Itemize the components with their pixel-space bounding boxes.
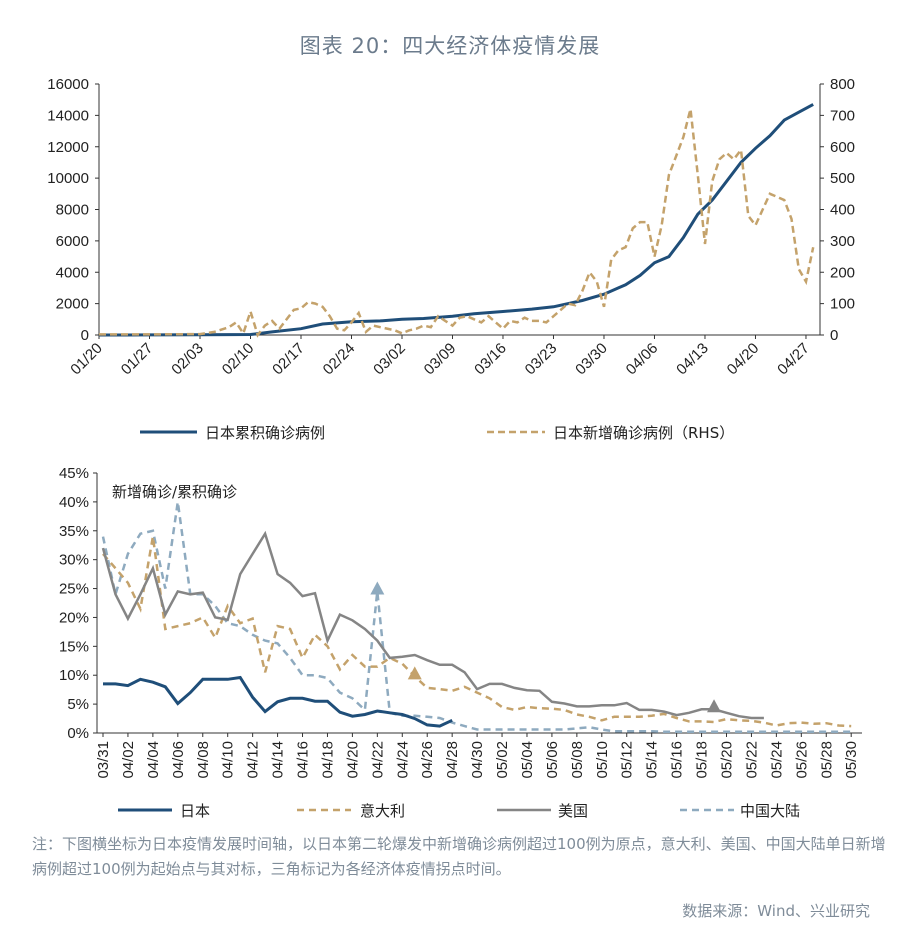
x-tick-label: 04/02 [120, 741, 137, 779]
legend-label-china: 中国大陆 [740, 802, 800, 820]
left-y-tick-label: 14000 [47, 107, 89, 124]
x-tick-label: 05/30 [843, 741, 860, 779]
x-tick-label: 04/06 [623, 340, 662, 379]
turning-point-marker-china [370, 581, 385, 595]
x-tick-label: 05/24 [768, 741, 785, 779]
turning-point-marker-italy [407, 666, 422, 680]
y-tick-label: 45% [59, 465, 89, 482]
y-tick-label: 10% [59, 667, 89, 684]
x-tick-label: 05/06 [544, 741, 561, 779]
chart-annotation: 新增确诊/累积确诊 [112, 483, 237, 501]
x-tick-label: 01/20 [67, 340, 106, 379]
left-y-tick-label: 2000 [56, 296, 89, 313]
left-y-tick-label: 6000 [56, 233, 89, 250]
x-tick-label: 04/18 [319, 741, 336, 779]
legend-label-italy: 意大利 [360, 802, 405, 820]
right-y-tick-label: 0 [830, 327, 838, 344]
x-tick-label: 05/12 [619, 741, 636, 779]
x-tick-label: 04/14 [270, 741, 287, 779]
left-y-tick-label: 0 [81, 327, 89, 344]
x-tick-label: 05/10 [594, 741, 611, 779]
right-y-tick-label: 700 [830, 107, 855, 124]
x-tick-label: 04/13 [673, 340, 712, 379]
series-line-usa [101, 530, 764, 720]
x-tick-label: 04/30 [469, 741, 486, 779]
x-tick-label: 05/26 [793, 741, 810, 779]
legend-label: 日本新增确诊病例（RHS） [553, 424, 734, 442]
y-tick-label: 15% [59, 638, 89, 655]
series-line-china [101, 501, 852, 734]
right-y-tick-label: 500 [830, 170, 855, 187]
x-tick-label: 03/23 [522, 340, 561, 379]
x-tick-label: 04/24 [394, 741, 411, 779]
legend-label-japan: 日本 [180, 802, 210, 820]
x-tick-label: 05/14 [644, 741, 661, 779]
x-tick-label: 03/09 [421, 340, 460, 379]
y-tick-label: 5% [67, 696, 89, 713]
left-y-tick-label: 8000 [56, 202, 89, 219]
x-tick-label: 04/20 [724, 340, 763, 379]
y-tick-label: 25% [59, 581, 89, 598]
y-tick-label: 40% [59, 494, 89, 511]
series-line-japan-cumulative [98, 103, 814, 337]
right-y-tick-label: 300 [830, 233, 855, 250]
x-tick-label: 04/04 [145, 741, 162, 779]
right-y-tick-label: 100 [830, 296, 855, 313]
x-tick-label: 05/08 [569, 741, 586, 779]
x-tick-label: 03/02 [370, 340, 409, 379]
x-tick-label: 03/31 [95, 741, 112, 779]
x-tick-label: 05/18 [694, 741, 711, 779]
x-tick-label: 04/16 [295, 741, 312, 779]
y-tick-label: 0% [67, 725, 89, 742]
x-tick-label: 04/26 [419, 741, 436, 779]
x-tick-label: 02/03 [168, 340, 207, 379]
x-tick-label: 04/12 [245, 741, 262, 779]
legend-label-usa: 美国 [558, 802, 588, 820]
left-y-tick-label: 10000 [47, 170, 89, 187]
legend-label: 日本累积确诊病例 [205, 424, 325, 442]
x-tick-label: 02/17 [269, 340, 308, 379]
right-y-tick-label: 200 [830, 264, 855, 281]
x-tick-label: 04/28 [444, 741, 461, 779]
right-y-tick-label: 600 [830, 139, 855, 156]
x-tick-label: 05/22 [743, 741, 760, 779]
x-tick-label: 05/16 [669, 741, 686, 779]
data-source: 数据来源：Wind、兴业研究 [682, 902, 870, 920]
x-tick-label: 04/08 [195, 741, 212, 779]
chart-title: 图表 20：四大经济体疫情发展 [299, 34, 601, 58]
y-tick-label: 30% [59, 552, 89, 569]
x-tick-label: 04/06 [170, 741, 187, 779]
x-tick-label: 04/10 [220, 741, 237, 779]
x-tick-label: 05/28 [818, 741, 835, 779]
x-tick-label: 03/30 [572, 340, 611, 379]
x-tick-label: 05/20 [719, 741, 736, 779]
chart-note: 注：下图横坐标为日本疫情发展时间轴，以日本第二轮爆发中新增确诊病例超过100例为… [32, 835, 886, 878]
series-line-japan [103, 675, 453, 728]
turning-point-marker-usa [707, 699, 722, 713]
x-tick-label: 05/02 [494, 741, 511, 779]
y-tick-label: 20% [59, 609, 89, 626]
right-y-tick-label: 400 [830, 202, 855, 219]
x-tick-label: 05/04 [519, 741, 536, 779]
series-line-italy [102, 536, 852, 728]
x-tick-label: 04/27 [774, 340, 813, 379]
y-tick-label: 35% [59, 523, 89, 540]
left-y-tick-label: 12000 [47, 139, 89, 156]
left-y-tick-label: 16000 [47, 76, 89, 93]
series-line-japan-new-cases [99, 108, 815, 338]
x-tick-label: 01/27 [118, 340, 157, 379]
x-tick-label: 04/22 [369, 741, 386, 779]
x-tick-label: 03/16 [471, 340, 510, 379]
right-y-tick-label: 800 [830, 76, 855, 93]
x-tick-label: 02/24 [320, 340, 359, 379]
left-y-tick-label: 4000 [56, 264, 89, 281]
x-tick-label: 02/10 [219, 340, 258, 379]
x-tick-label: 04/20 [344, 741, 361, 779]
